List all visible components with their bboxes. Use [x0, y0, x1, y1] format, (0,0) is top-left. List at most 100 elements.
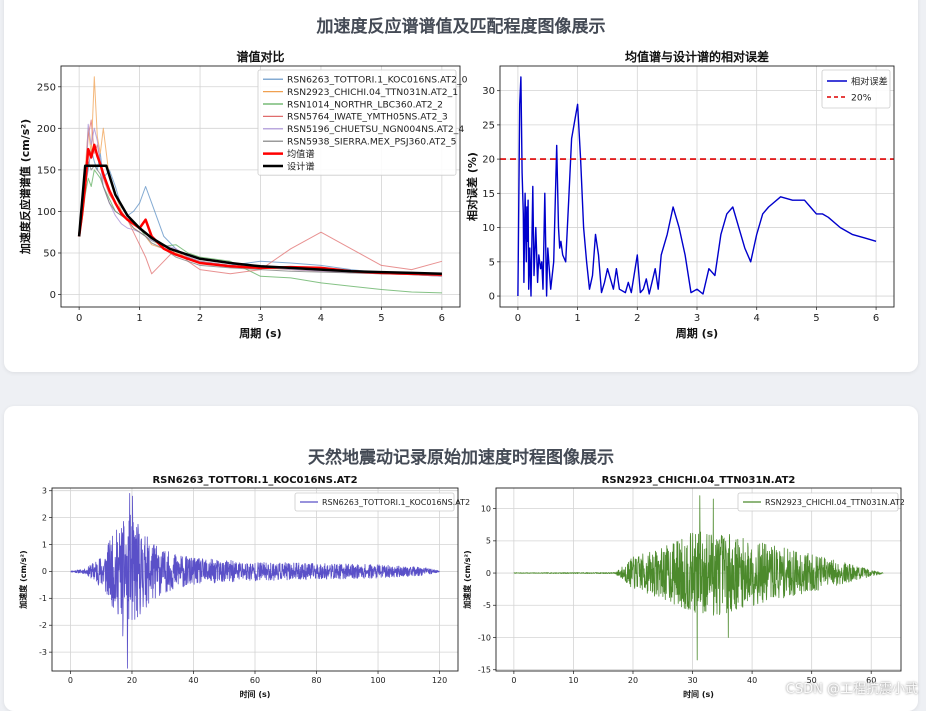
- y-tick-label: -2: [39, 621, 47, 630]
- section-title-spectrum: 加速度反应谱谱值及匹配程度图像展示: [316, 17, 606, 37]
- legend-label: RSN2923_CHICHI.04_TTN031N.AT2: [765, 498, 905, 507]
- plot-frame: [60, 65, 461, 308]
- y-tick-label: 1: [42, 540, 47, 549]
- series-line-7: [77, 164, 442, 276]
- legend-label: RSN2923_CHICHI.04_TTN031N.AT2_1: [287, 87, 458, 98]
- x-axis-label: 周期 (s): [239, 326, 281, 340]
- x-tick-label: 100: [370, 676, 385, 685]
- x-axis-label: 周期 (s): [676, 326, 718, 340]
- y-tick-label: 0: [42, 567, 47, 576]
- y-tick-label: 100: [37, 207, 56, 218]
- y-axis-label: 加速度 (cm/s²): [18, 550, 28, 609]
- x-tick-label: 50: [807, 676, 817, 685]
- y-tick-label: 5: [489, 257, 495, 268]
- y-tick-label: 250: [37, 82, 56, 93]
- chart-title: RSN2923_CHICHI.04_TTN031N.AT2: [602, 475, 796, 486]
- x-tick-label: 3: [694, 313, 700, 324]
- x-tick-label: 30: [687, 676, 697, 685]
- y-tick-label: 0: [486, 569, 491, 578]
- y-tick-label: 30: [482, 86, 495, 97]
- x-tick-label: 40: [747, 676, 757, 685]
- legend-label: RSN5764_IWATE_YMTH05NS.AT2_3: [287, 112, 448, 123]
- legend-box: [294, 492, 455, 512]
- x-tick-label: 0: [511, 676, 516, 685]
- series-line-0: [513, 495, 884, 661]
- legend-box: [257, 69, 457, 176]
- x-tick-label: 20: [127, 676, 137, 685]
- chart-title: 谱值对比: [236, 49, 284, 64]
- x-tick-label: 5: [813, 313, 819, 324]
- legend-label: RSN5196_CHUETSU_NGN004NS.AT2_4: [287, 124, 464, 135]
- series-line-0: [517, 76, 877, 297]
- x-tick-label: 6: [873, 313, 879, 324]
- x-tick-label: 0: [515, 313, 521, 324]
- x-tick-label: 2: [634, 313, 640, 324]
- x-tick-label: 60: [866, 676, 876, 685]
- x-axis-label: 时间 (s): [240, 689, 271, 699]
- y-tick-label: 2: [42, 513, 47, 522]
- section-title-timehistory: 天然地震动记录原始加速度时程图像展示: [308, 448, 614, 468]
- x-tick-label: 4: [318, 313, 324, 324]
- series-line-0: [78, 148, 442, 277]
- y-tick-label: 0: [50, 290, 56, 301]
- series-line-0: [70, 492, 440, 669]
- x-axis-label: 时间 (s): [683, 689, 714, 699]
- legend-box: [821, 69, 891, 109]
- y-tick-label: 15: [482, 189, 495, 200]
- y-tick-label: 200: [37, 124, 56, 135]
- chart-tottori: 0 20 40 60 80 100 120 -3 -2 -1 0 1 2 3 RSN6263_TOTTORI…: [18, 475, 470, 699]
- y-tick-label: 50: [43, 248, 56, 259]
- y-tick-label: -5: [483, 601, 491, 610]
- y-tick-label: 20: [482, 155, 495, 166]
- chart-title: 均值谱与设计谱的相对误差: [625, 49, 769, 64]
- chart-chichi: 0 10 20 30 40 50 60 -15 -10 -5 0 5 10 RSN2923_CHICHI.…: [462, 475, 905, 699]
- y-tick-label: -3: [39, 648, 47, 657]
- plot-frame: [51, 487, 459, 672]
- watermark: CSDN @工程抗震小武: [785, 682, 918, 697]
- x-tick-label: 80: [311, 676, 321, 685]
- series-line-3: [78, 119, 443, 275]
- x-tick-label: 40: [188, 676, 198, 685]
- x-tick-label: 4: [754, 313, 760, 324]
- y-tick-label: 3: [42, 486, 47, 495]
- x-tick-label: 0: [68, 676, 73, 685]
- x-tick-label: 2: [197, 313, 203, 324]
- y-tick-label: 10: [482, 223, 495, 234]
- y-tick-label: -1: [39, 594, 47, 603]
- x-tick-label: 6: [439, 313, 445, 324]
- y-tick-label: 150: [37, 165, 56, 176]
- x-tick-label: 120: [432, 676, 447, 685]
- y-tick-label: 5: [486, 537, 491, 546]
- plot-frame: [495, 487, 902, 672]
- legend-label: 相对误差: [851, 75, 888, 87]
- y-tick-label: 25: [482, 120, 495, 131]
- y-tick-label: -10: [478, 633, 491, 642]
- y-tick-label: 10: [481, 504, 491, 513]
- legend-box: [737, 492, 899, 512]
- legend-label: 均值谱: [287, 148, 315, 160]
- spectrum-card: 加速度反应谱谱值及匹配程度图像展示: [4, 0, 918, 372]
- x-tick-label: 1: [136, 313, 142, 324]
- y-tick-label: 0: [489, 292, 495, 303]
- legend-label: 设计谱: [287, 160, 315, 172]
- y-tick-label: -15: [478, 666, 491, 675]
- x-tick-label: 1: [574, 313, 580, 324]
- chart-title: RSN6263_TOTTORI.1_KOC016NS.AT2: [152, 475, 357, 486]
- x-tick-label: 5: [378, 313, 384, 324]
- plot-frame: [499, 65, 895, 308]
- series-line-5: [78, 161, 442, 276]
- x-tick-label: 20: [628, 676, 638, 685]
- y-axis-label: 相对误差 (%): [465, 152, 479, 221]
- y-axis-label: 加速度 (cm/s²): [462, 550, 472, 609]
- x-tick-label: 3: [257, 313, 263, 324]
- legend-label: RSN5938_SIERRA.MEX_PSJ360.AT2_5: [287, 137, 457, 148]
- x-tick-label: 10: [568, 676, 578, 685]
- y-axis-label: 加速度反应谱谱值 (cm/s²): [18, 119, 32, 255]
- legend-label: RSN6263_TOTTORI.1_KOC016NS.AT2_0: [287, 75, 468, 86]
- x-tick-label: 60: [250, 676, 260, 685]
- legend-label: 20%: [851, 92, 872, 103]
- x-tick-label: 0: [76, 313, 82, 324]
